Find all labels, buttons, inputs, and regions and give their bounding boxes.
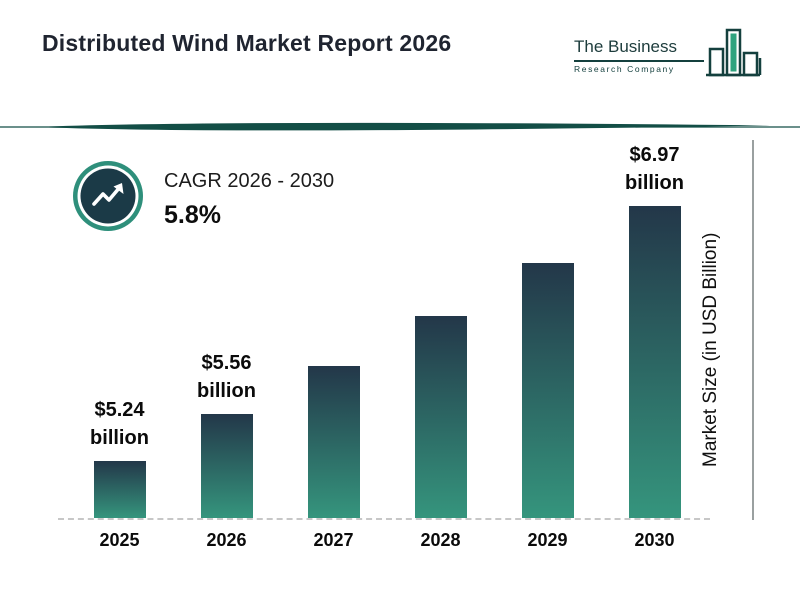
company-logo-text: The Business Research Company [574, 37, 704, 84]
y-axis-title: Market Size (in USD Billion) [700, 232, 721, 468]
bar-value-label: $5.24 billion [90, 399, 149, 449]
company-subtitle: Research Company [574, 64, 675, 74]
bar-value-label: $5.56 billion [197, 352, 256, 402]
bar-group [494, 263, 601, 518]
x-axis-label: 2030 [634, 530, 675, 550]
bars-row: $5.24 billion $5.56 billion $6.97 billion [66, 128, 710, 518]
cagr-value: 5.8% [164, 201, 221, 229]
section-divider [0, 122, 800, 131]
x-axis-label: 2028 [420, 530, 461, 550]
bar [200, 414, 253, 518]
cagr-block: CAGR 2026 - 2030 5.8% [164, 170, 334, 230]
company-logo: The Business Research Company [574, 22, 764, 84]
cagr-label: CAGR 2026 - 2030 [164, 170, 335, 192]
bar-group [387, 316, 494, 518]
bar [307, 366, 360, 518]
bar-group: $5.24 billion [66, 396, 173, 518]
bar [521, 263, 574, 518]
bar-group: $6.97 billion [601, 141, 708, 518]
x-axis-label: 2027 [313, 530, 354, 550]
x-axis-label: 2025 [99, 530, 140, 550]
bar [628, 206, 681, 518]
x-axis-label: 2026 [206, 530, 247, 550]
page-title: Distributed Wind Market Report 2026 [42, 30, 452, 56]
trend-up-icon [73, 161, 143, 231]
company-name: The Business [574, 37, 677, 56]
bar-value-label: $6.97 billion [625, 144, 684, 194]
x-labels-row: 2025 2026 2027 2028 2029 2030 [66, 530, 710, 551]
bar [93, 461, 146, 518]
bar-group: $5.56 billion [173, 349, 280, 518]
y-axis-line [752, 140, 754, 520]
x-axis-label: 2029 [527, 530, 568, 550]
bar-chart-logo-icon [706, 28, 762, 77]
logo-rule [574, 60, 704, 62]
x-axis-baseline [58, 518, 710, 520]
bar-group [280, 366, 387, 518]
bar [414, 316, 467, 518]
